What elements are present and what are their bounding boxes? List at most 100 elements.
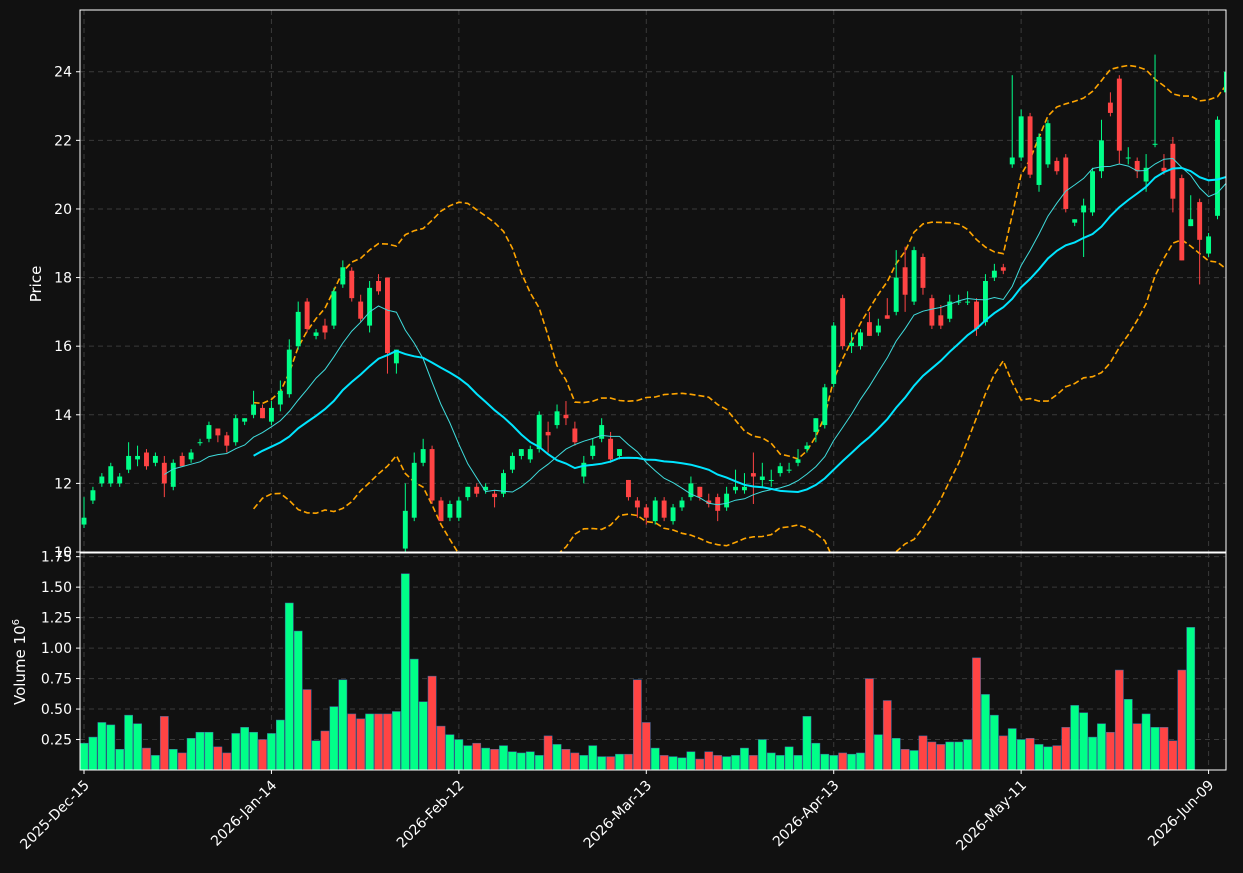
candle-body — [197, 442, 203, 444]
volume-bar — [579, 755, 589, 770]
candle-body — [1099, 140, 1104, 172]
volume-bar — [945, 741, 955, 770]
price-tick-label: 24 — [54, 65, 72, 81]
volume-bar — [838, 752, 848, 770]
candle-body — [875, 325, 881, 333]
candle-body — [1215, 119, 1220, 216]
volume-bar — [284, 602, 294, 770]
volume-bar — [186, 738, 196, 770]
candle-body — [277, 390, 283, 405]
volume-bar — [347, 713, 357, 770]
price-y-ticks: 10 12 14 16 18 20 22 24 — [54, 65, 80, 561]
candle-body — [349, 270, 355, 299]
candle-body — [652, 500, 658, 522]
volume-tick-label: 0.50 — [41, 702, 72, 718]
candle-body — [617, 449, 622, 456]
candle-body — [260, 407, 265, 419]
candle-body — [501, 473, 506, 494]
volume-bar — [865, 678, 874, 770]
volume-bar — [954, 741, 964, 770]
volume-bar — [222, 752, 232, 770]
volume-bar — [142, 747, 151, 770]
volume-bar — [543, 735, 553, 770]
volume-bar — [793, 755, 803, 770]
candle-body — [581, 462, 587, 477]
volume-bar — [811, 742, 821, 770]
volume-bar — [624, 753, 633, 770]
candle-body — [849, 342, 855, 347]
volume-bar — [80, 742, 89, 770]
price-tick-label: 20 — [54, 202, 72, 218]
volume-bar — [400, 573, 410, 770]
candle-body — [385, 277, 390, 354]
volume-bar — [588, 745, 598, 770]
volume-bar — [293, 630, 303, 770]
volume-bar — [713, 755, 723, 770]
volume-bar — [873, 734, 883, 770]
candle-body — [750, 473, 756, 477]
candle-body — [295, 311, 301, 347]
candle-body — [974, 301, 979, 330]
candle-body — [474, 486, 480, 494]
candle-body — [1125, 157, 1131, 159]
candle-body — [572, 428, 578, 443]
candle-body — [786, 469, 792, 471]
volume-bar — [570, 752, 580, 770]
volume-bar — [659, 755, 669, 770]
volume-bar — [534, 755, 544, 770]
candle-body — [947, 301, 953, 319]
volume-bar — [695, 758, 705, 770]
volume-bar — [445, 734, 455, 770]
candle-body — [1179, 178, 1185, 261]
candle-body — [233, 418, 239, 443]
volume-bar — [249, 731, 258, 770]
volume-bar — [891, 738, 901, 770]
volume-bar — [1097, 723, 1106, 770]
candle-body — [313, 332, 319, 336]
candle-body — [492, 493, 498, 498]
volume-bar — [1061, 727, 1071, 770]
volume-axis-label: Volume 106 — [11, 619, 29, 705]
price-grid — [80, 10, 1226, 553]
candle-body — [322, 325, 328, 333]
volume-bar — [1034, 744, 1044, 770]
candle-body — [268, 407, 274, 422]
volume-bar — [392, 711, 401, 770]
volume-bar — [481, 747, 490, 770]
candle-body — [536, 414, 542, 450]
volume-bar — [847, 753, 856, 770]
volume-bar — [909, 750, 919, 770]
volume-exponent-base: 10 — [11, 625, 29, 644]
candle-body — [1206, 236, 1212, 254]
volume-bar — [240, 727, 250, 770]
candle-body — [465, 486, 471, 498]
volume-bar — [88, 736, 98, 770]
candle-body — [1027, 116, 1033, 175]
candle-body — [697, 486, 703, 498]
candle-body — [224, 435, 230, 446]
volume-bar — [731, 755, 740, 770]
volume-bar — [1052, 745, 1062, 770]
volume-bar — [650, 747, 660, 770]
volume-bar — [561, 749, 571, 770]
volume-bar — [1007, 728, 1017, 770]
candle-body — [795, 459, 801, 463]
candle-body — [242, 418, 248, 422]
volume-bar — [856, 752, 865, 770]
volume-bar — [1106, 731, 1115, 770]
volume-bar — [552, 744, 562, 770]
volume-bar — [998, 735, 1008, 770]
volume-bar — [168, 749, 178, 770]
volume-bar — [936, 744, 946, 770]
candle-body — [965, 301, 971, 303]
volume-bar — [749, 755, 758, 770]
candle-body — [108, 466, 114, 484]
candle-body — [706, 500, 712, 504]
candle-body — [608, 438, 614, 460]
candle-body — [733, 486, 738, 491]
candle-body — [1063, 157, 1069, 209]
price-tick-label: 22 — [54, 133, 72, 149]
volume-bar — [963, 739, 972, 770]
volume-bar — [409, 658, 419, 770]
